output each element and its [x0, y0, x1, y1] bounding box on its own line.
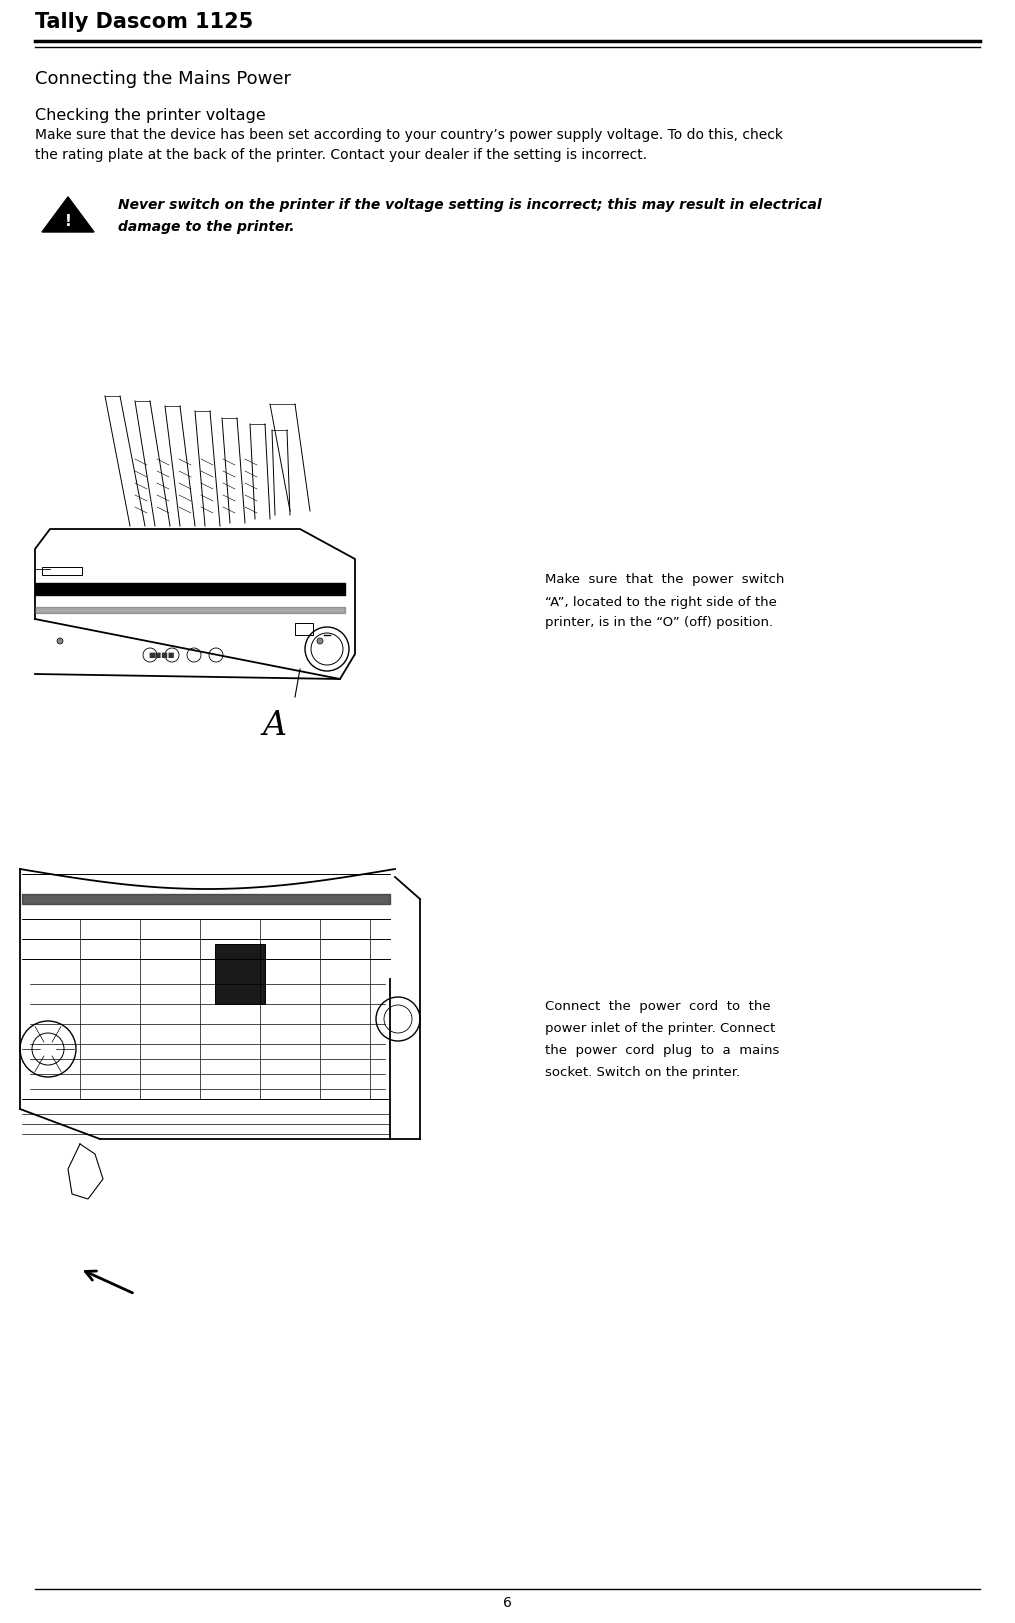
Text: socket. Switch on the printer.: socket. Switch on the printer.: [545, 1065, 740, 1078]
Text: Connecting the Mains Power: Connecting the Mains Power: [35, 70, 291, 88]
Text: Never switch on the printer if the voltage setting is incorrect; this may result: Never switch on the printer if the volta…: [118, 198, 821, 213]
Text: Connect  the  power  cord  to  the: Connect the power cord to the: [545, 1000, 770, 1013]
Bar: [42, 568, 82, 576]
Text: 6: 6: [502, 1595, 512, 1608]
Text: Tally Dascom 1125: Tally Dascom 1125: [35, 11, 254, 32]
Text: A: A: [263, 709, 287, 742]
Text: the rating plate at the back of the printer. Contact your dealer if the setting : the rating plate at the back of the prin…: [35, 148, 648, 162]
Bar: [295, 623, 313, 636]
Text: ■■■■: ■■■■: [148, 651, 175, 657]
Text: the  power  cord  plug  to  a  mains: the power cord plug to a mains: [545, 1044, 780, 1057]
Text: Checking the printer voltage: Checking the printer voltage: [35, 109, 266, 123]
Text: Make sure that the device has been set according to your country’s power supply : Make sure that the device has been set a…: [35, 128, 783, 141]
Circle shape: [317, 638, 323, 644]
Text: !: !: [65, 214, 71, 229]
Text: “A”, located to the right side of the: “A”, located to the right side of the: [545, 596, 776, 609]
Polygon shape: [42, 198, 94, 232]
Text: damage to the printer.: damage to the printer.: [118, 219, 294, 234]
Circle shape: [57, 638, 63, 644]
Text: printer, is in the “O” (off) position.: printer, is in the “O” (off) position.: [545, 615, 773, 628]
Text: Make  sure  that  the  power  switch: Make sure that the power switch: [545, 573, 785, 586]
Text: power inlet of the printer. Connect: power inlet of the printer. Connect: [545, 1021, 775, 1034]
Bar: [215, 945, 265, 1005]
